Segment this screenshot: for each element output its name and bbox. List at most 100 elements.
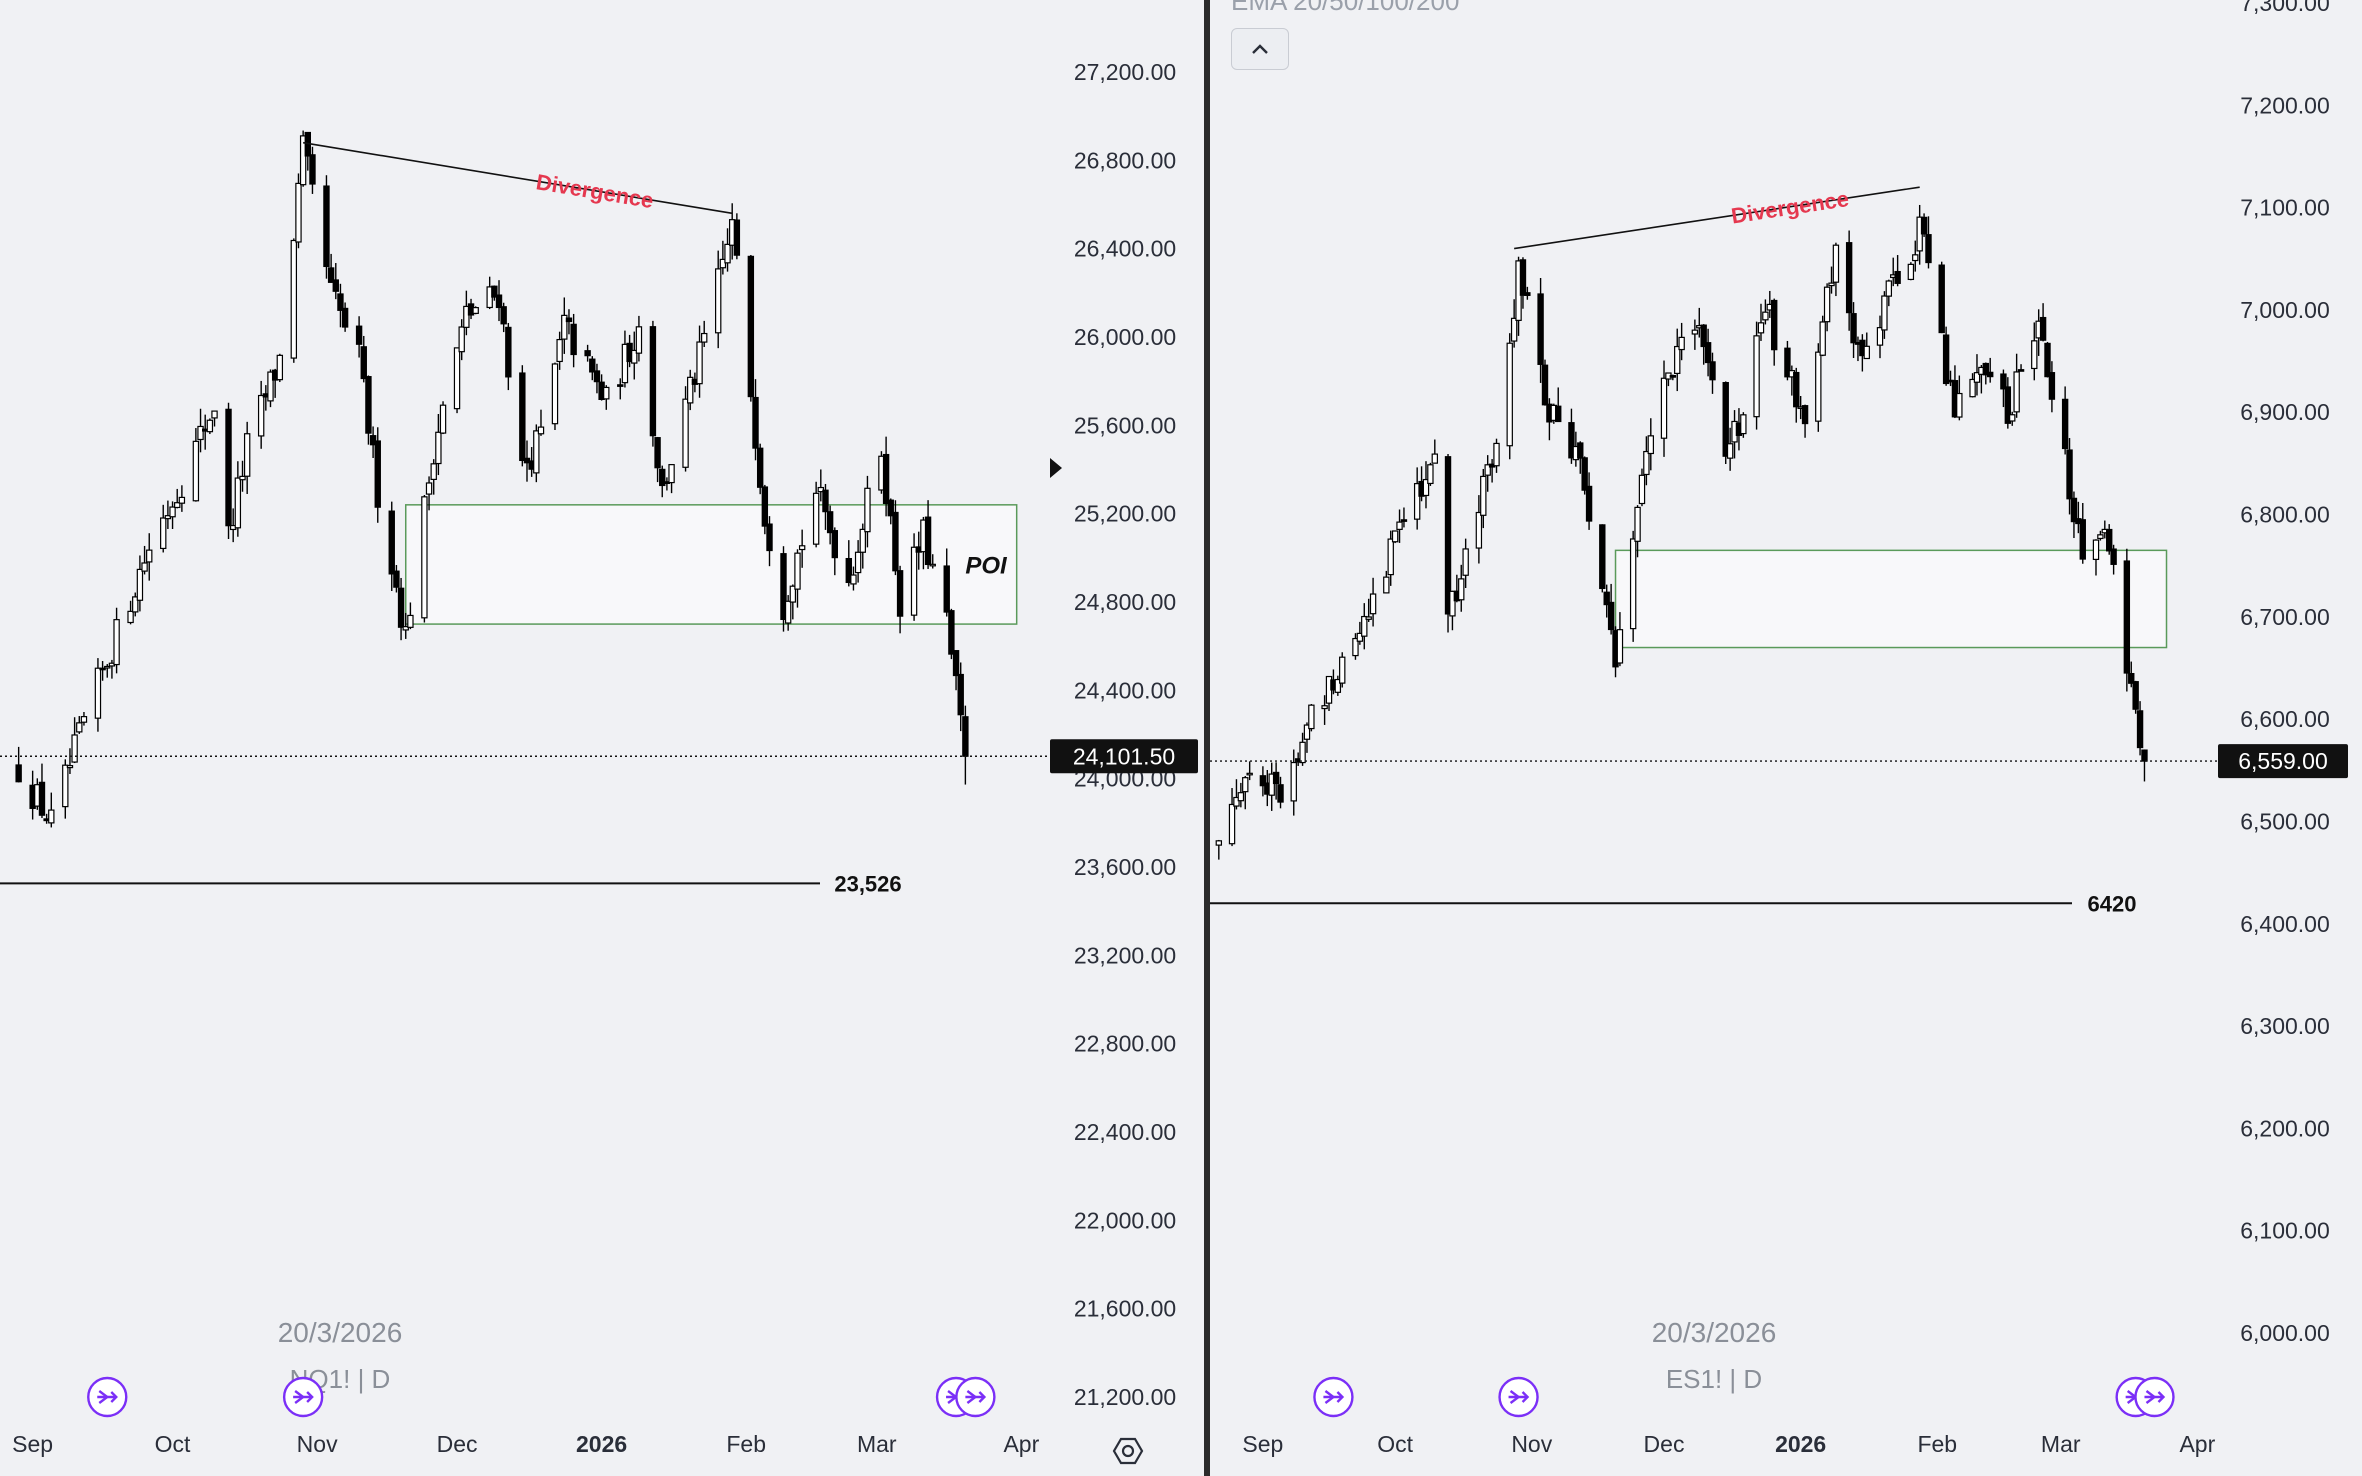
candle-body: [1334, 678, 1342, 693]
y-tick-label: 7,100.00: [2240, 195, 2330, 221]
candle-body: [295, 182, 302, 243]
candle-body: [192, 440, 200, 502]
candle-body: [365, 376, 372, 434]
candle-body: [948, 610, 955, 655]
candle-body: [1938, 264, 1945, 334]
x-tick-label: Nov: [1511, 1431, 1552, 1457]
candle-body: [113, 619, 120, 666]
candle-body: [1982, 362, 1989, 376]
candle-body: [584, 350, 591, 357]
candle-body: [1422, 478, 1430, 497]
candle-body: [882, 453, 890, 505]
pane-divider[interactable]: [1204, 0, 1210, 1476]
candle-body: [1691, 329, 1699, 335]
candle-body: [141, 562, 148, 572]
candle-body: [178, 496, 186, 504]
price-axis: 7,300.00 7,200.00 7,100.00 7,000.00 6,900.00…: [2240, 0, 2330, 1346]
candle-body: [701, 332, 708, 343]
y-tick-label: 26,400.00: [1074, 236, 1176, 262]
candle-body: [1480, 475, 1487, 516]
event-marker-icon[interactable]: [87, 1376, 128, 1418]
candle-body: [1268, 773, 1275, 796]
level-label: 23,526: [834, 871, 901, 896]
candle-body: [104, 665, 111, 669]
candle-body: [71, 734, 78, 763]
candle-body: [463, 305, 470, 328]
candle-body: [1603, 591, 1610, 606]
candle-body: [1969, 378, 1976, 398]
symbol-watermark: ES1! | D: [1666, 1364, 1762, 1394]
candle-body: [393, 570, 400, 588]
candle-body: [668, 464, 675, 484]
candle-body: [1986, 371, 1994, 378]
candle-body: [649, 326, 657, 437]
candle-body: [1920, 216, 1928, 235]
candle-body: [1647, 435, 1654, 455]
candle-body: [1828, 282, 1835, 287]
candle-body: [519, 372, 526, 462]
candle-body: [355, 325, 363, 345]
pane-arrow-icon[interactable]: [1050, 458, 1062, 478]
candle-body: [290, 239, 298, 359]
candle-body: [896, 570, 904, 617]
event-marker-icon[interactable]: [1498, 1376, 1539, 1418]
event-marker-icon[interactable]: [282, 1376, 324, 1418]
candle-body: [1616, 629, 1624, 664]
candle-body: [1669, 374, 1677, 378]
candle-body: [62, 764, 69, 808]
candle-body: [924, 516, 932, 566]
candle-body: [1383, 576, 1390, 594]
last-price-label: 6,559.00: [2238, 748, 2328, 774]
indicator-legend[interactable]: EMA 20/50/100/200: [1231, 0, 1460, 16]
candle-body: [1506, 342, 1513, 447]
candle-body: [2136, 710, 2144, 749]
candle-body: [80, 716, 88, 723]
candle-body: [1674, 345, 1681, 374]
candle-body: [850, 574, 857, 585]
chart-settings-gear-icon[interactable]: [1112, 1437, 1144, 1465]
candle-body: [1704, 342, 1712, 364]
candle-body: [1577, 442, 1584, 459]
candle-body: [257, 394, 265, 437]
candle-body: [374, 440, 381, 508]
candle-body: [859, 528, 866, 553]
y-tick-label: 26,000.00: [1074, 324, 1176, 350]
time-axis: Sep Oct Nov Dec 2026 Feb Mar Apr: [12, 1431, 1039, 1457]
candle-body: [2066, 449, 2073, 500]
candle-body: [1321, 705, 1328, 710]
event-marker-icon[interactable]: [955, 1376, 996, 1418]
event-marker-icon[interactable]: [1313, 1376, 1354, 1418]
candle-body: [1524, 292, 1531, 296]
candle-body: [2128, 672, 2135, 684]
y-tick-label: 22,000.00: [1074, 1207, 1176, 1233]
candle-body: [1863, 345, 1870, 360]
candle-body: [1427, 464, 1434, 485]
time-axis: Sep Oct Nov Dec 2026 Feb Mar Apr: [1242, 1431, 2215, 1457]
poi-label: POI: [965, 552, 1008, 579]
candle-body: [822, 489, 829, 513]
candle-body: [1907, 263, 1915, 281]
candle-body: [1581, 457, 1588, 491]
candle-body: [1361, 615, 1368, 637]
candle-body: [169, 506, 176, 518]
candle-body: [435, 431, 442, 465]
candle-body: [1352, 637, 1359, 657]
candle-body: [2039, 316, 2047, 341]
candle-body: [589, 358, 596, 373]
y-tick-label: 26,800.00: [1074, 147, 1176, 173]
divergence-line[interactable]: [1514, 186, 1920, 250]
candle-body: [1607, 601, 1615, 631]
collapse-legend-button[interactable]: [1231, 28, 1289, 70]
candle-body: [234, 477, 242, 529]
x-tick-label: Feb: [1917, 1431, 1957, 1457]
event-marker-icon[interactable]: [2134, 1376, 2175, 1418]
divergence-line[interactable]: [303, 141, 733, 215]
y-tick-label: 7,000.00: [2240, 297, 2330, 323]
candle-body: [239, 475, 246, 481]
y-tick-label: 25,200.00: [1074, 501, 1176, 527]
candle-body: [1925, 234, 1932, 264]
candle-body: [892, 511, 899, 572]
candle-body: [1740, 414, 1747, 435]
